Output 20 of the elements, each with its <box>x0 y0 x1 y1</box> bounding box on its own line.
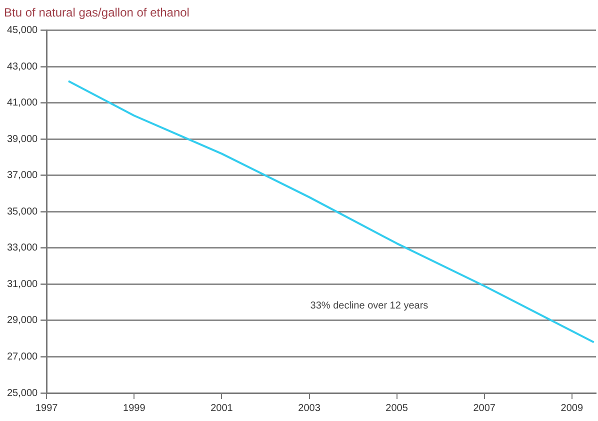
y-tick-label: 37,000 <box>6 170 38 182</box>
y-tick-label: 41,000 <box>6 98 38 109</box>
annotation: 33% decline over 12 years <box>310 300 428 312</box>
y-tick-label: 27,000 <box>6 351 38 362</box>
x-tick-label: 2007 <box>473 402 496 414</box>
y-tick-label: 39,000 <box>6 134 38 145</box>
y-tick-label: 43,000 <box>6 61 38 72</box>
y-tick-label: 25,000 <box>6 388 38 399</box>
y-tick-label: 35,000 <box>6 206 38 218</box>
y-tick-label: 31,000 <box>6 278 38 290</box>
y-tick-label: 45,000 <box>6 25 38 36</box>
y-tick-label: 33,000 <box>6 242 38 254</box>
x-tick-label: 2003 <box>298 402 321 414</box>
y-tick-label: 29,000 <box>6 315 38 326</box>
x-tick-label: 1997 <box>35 402 58 414</box>
x-tick-label: 2001 <box>210 402 234 414</box>
x-tick-label: 1999 <box>123 402 146 414</box>
x-tick-label: 2005 <box>386 402 408 414</box>
x-tick-label: 2009 <box>560 402 584 414</box>
chart-title: Btu of natural gas/gallon of ethanol <box>4 6 190 20</box>
